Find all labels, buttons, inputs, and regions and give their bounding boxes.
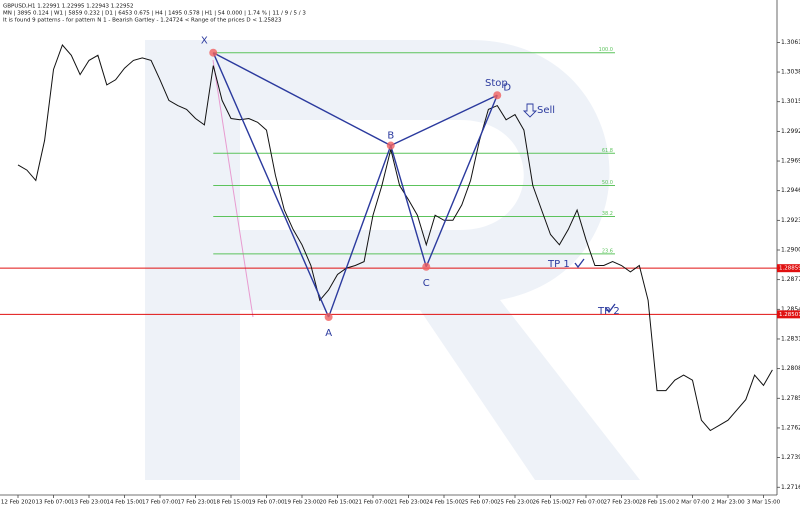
y-tick-label: 1.27390 <box>781 454 800 461</box>
check-mark <box>574 258 585 269</box>
y-tick-label: 1.29460 <box>781 187 800 194</box>
y-tick-label: 1.29920 <box>781 128 800 135</box>
x-tick-label: 26 Feb 15:00 <box>532 500 569 506</box>
x-tick-label: 14 Feb 15:00 <box>106 500 143 506</box>
y-tick-label: 1.30380 <box>781 69 800 76</box>
x-tick-label: 27 Feb 07:00 <box>568 500 605 506</box>
x-tick-label: 13 Feb 23:00 <box>71 500 108 506</box>
annotation: Stop <box>485 78 508 89</box>
fib-label: 61.8 <box>602 148 613 154</box>
fib-label: 100.0 <box>599 47 613 53</box>
y-tick-label: 1.28540 <box>781 306 800 313</box>
header-line: MN | 3895 0.124 | W1 | 5859 0.232 | D1 |… <box>3 11 306 17</box>
x-tick-label: 19 Feb 23:00 <box>284 500 321 506</box>
pattern-edge <box>327 145 392 318</box>
x-tick-label: 24 Feb 15:00 <box>426 500 463 506</box>
y-tick-label: 1.27160 <box>781 484 800 491</box>
x-tick-label: 3 Mar 15:00 <box>747 500 781 506</box>
pattern-edge <box>390 145 427 267</box>
pattern-label: B <box>387 131 394 142</box>
x-tick-label: 13 Feb 07:00 <box>35 500 72 506</box>
price-line-series <box>17 44 773 432</box>
y-tick-label: 1.28080 <box>781 365 800 372</box>
pattern-label: D <box>503 82 511 93</box>
x-tick-label: 20 Feb 15:00 <box>319 500 356 506</box>
y-tick-label: 1.29690 <box>781 158 800 165</box>
pattern-label: X <box>201 36 208 47</box>
price-tag-label: 1.28859 <box>779 266 800 272</box>
y-tick-label: 1.29230 <box>781 217 800 224</box>
pattern-label: A <box>325 328 332 339</box>
fib-label: 50.0 <box>602 180 613 186</box>
x-tick-label: 25 Feb 07:00 <box>461 500 498 506</box>
x-tick-label: 21 Feb 07:00 <box>355 500 392 506</box>
y-tick-label: 1.28310 <box>781 335 800 342</box>
x-tick-label: 2 Mar 07:00 <box>676 500 710 506</box>
annotation: Sell <box>537 105 555 116</box>
check-mark <box>605 303 616 314</box>
pattern-point <box>324 313 333 322</box>
price-tag <box>777 310 800 319</box>
price-tag-label: 1.28501 <box>779 312 800 318</box>
pattern-label: C <box>423 278 430 289</box>
x-tick-label: 2 Mar 23:00 <box>711 500 745 506</box>
y-tick-label: 1.28770 <box>781 276 800 283</box>
x-tick-label: 19 Feb 07:00 <box>248 500 285 506</box>
pattern-point <box>422 262 431 271</box>
pattern-point <box>493 91 502 100</box>
trend-line <box>212 59 254 318</box>
x-tick-label: 28 Feb 15:00 <box>639 500 676 506</box>
x-tick-label: 27 Feb 23:00 <box>603 500 640 506</box>
x-tick-label: 17 Feb 07:00 <box>142 500 179 506</box>
pattern-edge <box>212 52 330 318</box>
y-tick-label: 1.30610 <box>781 39 800 46</box>
header-line: It is found 9 patterns - for pattern N 1… <box>3 18 282 24</box>
pattern-edge <box>390 94 498 147</box>
x-tick-label: 21 Feb 23:00 <box>390 500 427 506</box>
x-tick-label: 17 Feb 23:00 <box>177 500 214 506</box>
y-tick-label: 1.30150 <box>781 98 800 105</box>
fib-label: 38.2 <box>602 211 613 217</box>
annotation: TP 1 <box>547 259 570 270</box>
fib-label: 23.6 <box>602 248 613 254</box>
pattern-edge <box>425 94 498 268</box>
price-tag <box>777 264 800 273</box>
sell-arrow <box>522 103 538 118</box>
header-line: GBPUSD,H1 1.22991 1.22995 1.22943 1.2295… <box>3 4 133 10</box>
y-tick-label: 1.27620 <box>781 424 800 431</box>
pattern-edge <box>212 52 392 147</box>
pattern-point <box>209 48 218 57</box>
pattern-point <box>386 141 395 150</box>
y-tick-label: 1.27850 <box>781 395 800 402</box>
x-tick-label: 12 Feb 2020 <box>1 500 36 506</box>
watermark <box>145 40 640 480</box>
y-tick-label: 1.29000 <box>781 247 800 254</box>
x-tick-label: 18 Feb 15:00 <box>213 500 250 506</box>
x-tick-label: 25 Feb 23:00 <box>497 500 534 506</box>
